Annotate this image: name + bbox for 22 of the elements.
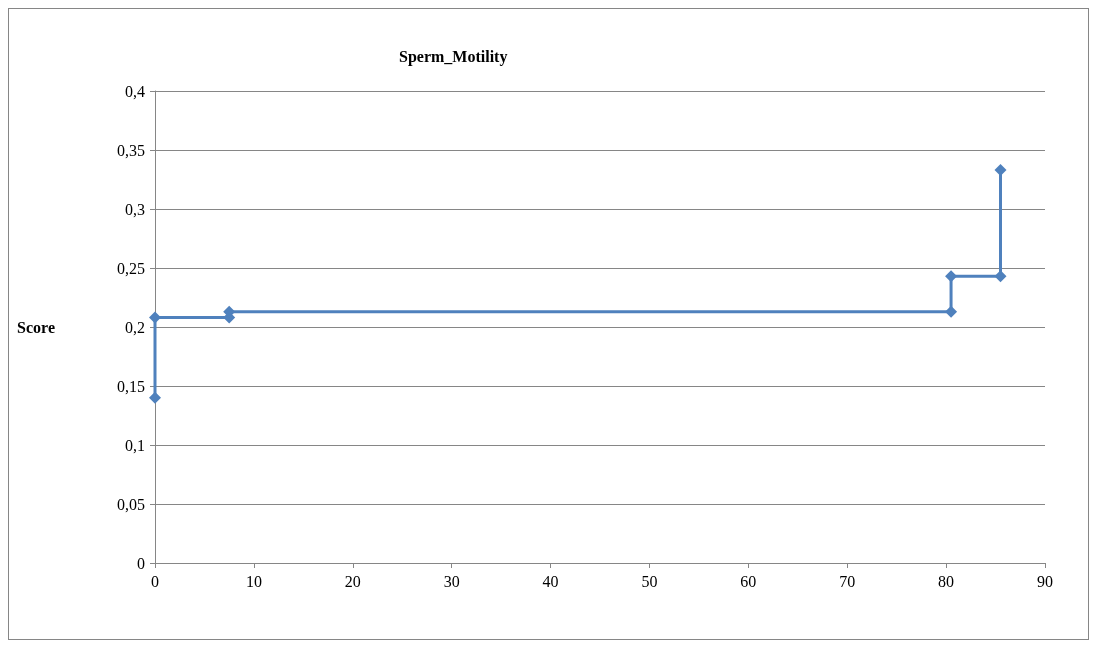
y-tick-label: 0,4: [125, 82, 145, 100]
chart-title: Sperm_Motility: [399, 47, 508, 66]
x-tick-label: 20: [344, 572, 361, 590]
y-tick-label: 0,2: [125, 318, 145, 336]
x-tick-label: 30: [443, 572, 460, 590]
x-tick-label: 40: [542, 572, 559, 590]
y-tick-label: 0,15: [117, 377, 145, 395]
y-tick-label: 0: [137, 554, 145, 572]
y-tick-label: 0,35: [117, 141, 145, 159]
y-tick-label: 0,1: [125, 436, 145, 454]
x-tick-label: 50: [641, 572, 658, 590]
x-tick-label: 70: [839, 572, 856, 590]
x-tick-label: 80: [938, 572, 955, 590]
y-tick-label: 0,25: [117, 259, 145, 277]
y-tick-label: 0,3: [125, 200, 145, 218]
x-tick-label: 0: [151, 572, 159, 590]
y-tick-label: 0,05: [117, 495, 145, 513]
point: [149, 311, 161, 324]
x-tick-label: 90: [1037, 572, 1053, 590]
x-tick-label: 10: [245, 572, 262, 590]
y-axis-title: Score: [17, 318, 55, 336]
x-tick-label: 60: [740, 572, 757, 590]
